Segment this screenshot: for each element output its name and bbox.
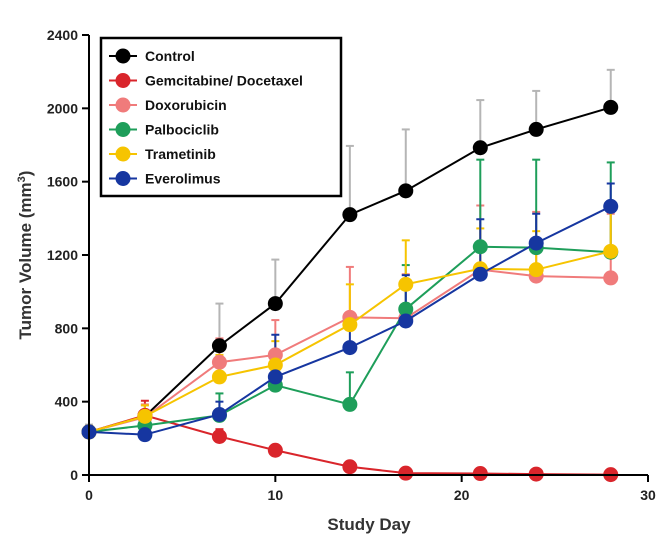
legend-label: Control [145,48,195,64]
legend-box [99,36,343,198]
legend-label: Palbociclib [145,122,219,138]
data-point [267,296,283,312]
legend-swatch-marker [115,48,131,64]
data-point [137,408,153,424]
data-point [267,357,283,373]
legend: Control Gemcitabine/ Docetaxel Doxorubicin… [99,36,343,198]
y-tick-label: 2000 [47,100,78,116]
legend-item-doxorubicin: Doxorubicin [109,97,227,113]
data-point [211,338,227,354]
legend-item-everolimus: Everolimus [109,171,221,187]
data-point [211,369,227,385]
data-point [267,369,283,385]
series-lines [81,99,619,483]
legend-swatch-marker [115,171,131,186]
data-point [137,427,153,443]
legend-swatch-marker [115,146,131,162]
y-tick-label: 800 [55,320,79,336]
data-point [528,262,544,278]
data-point [472,266,488,282]
series-gemcitabine-docetaxel [81,407,619,483]
series-everolimus [81,198,619,443]
data-point [472,140,488,156]
data-point [472,466,488,482]
data-point [398,465,414,481]
y-tick-label: 1200 [47,247,78,263]
data-point [603,198,619,214]
data-point [398,183,414,199]
data-point [342,207,358,223]
x-axis-ticks: 0 10 20 30 [85,475,656,503]
data-point [528,121,544,137]
y-tick-label: 2400 [47,27,78,43]
y-axis-title-superscript: 3 [16,176,28,182]
data-point [603,243,619,259]
data-point [603,99,619,115]
error-bars-control [85,68,615,432]
y-tick-label: 1600 [47,174,78,190]
data-point [342,396,358,412]
data-point [398,276,414,292]
legend-swatch-marker [115,97,131,113]
y-tick-label: 400 [55,394,79,410]
data-point [398,301,414,317]
data-point [472,239,488,255]
x-axis-title: Study Day [327,515,411,534]
data-point [603,270,619,286]
y-axis-ticks: 0 400 800 1200 1600 2000 2400 [47,27,89,483]
data-point [211,429,227,444]
y-axis-title-close: ) [16,171,35,177]
x-tick-label: 30 [640,487,656,503]
data-point [211,354,227,370]
data-point [342,317,358,333]
legend-swatch-marker [115,73,131,88]
legend-item-gemcitabine-docetaxel: Gemcitabine/ Docetaxel [109,73,303,89]
legend-item-control: Control [109,48,195,64]
legend-label: Trametinib [145,146,216,162]
data-point [342,340,358,356]
y-tick-label: 0 [70,467,78,483]
legend-item-trametinib: Trametinib [109,146,216,162]
axes: 0 400 800 1200 1600 2000 2400 0 10 20 30 [47,27,656,503]
data-point [342,459,358,475]
data-point [267,442,283,458]
data-point [528,235,544,251]
x-tick-label: 0 [85,487,93,503]
data-point [398,313,414,329]
legend-swatch-marker [115,122,131,137]
legend-label: Everolimus [145,171,221,187]
x-tick-label: 10 [268,487,284,503]
y-axis-title: Tumor Volume (mm3) [16,171,35,340]
data-point [211,407,227,422]
legend-label: Doxorubicin [145,97,227,113]
x-tick-label: 20 [454,487,470,503]
legend-item-palbociclib: Palbociclib [109,122,219,138]
y-axis-title-main: Tumor Volume (mm [16,182,35,339]
legend-label: Gemcitabine/ Docetaxel [145,73,303,89]
